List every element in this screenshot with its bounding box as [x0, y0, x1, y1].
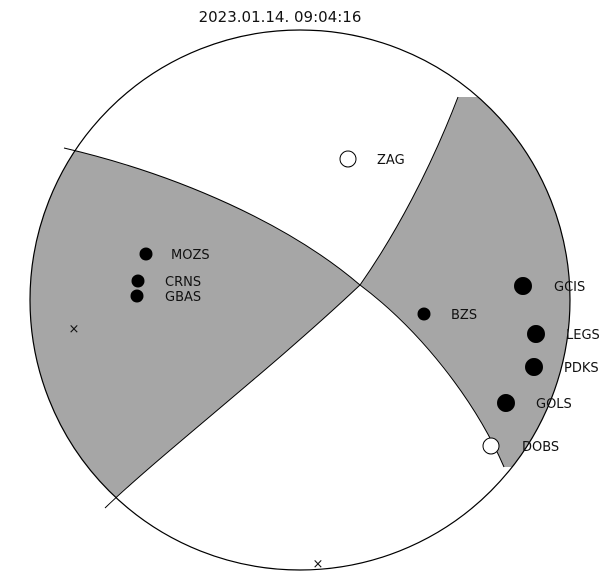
station-label-pdks: PDKS: [564, 361, 599, 376]
station-marker-gols: [497, 394, 515, 412]
station-bzs: BZS: [417, 307, 477, 323]
station-marker-legs: [527, 325, 545, 343]
station-label-mozs: MOZS: [171, 248, 210, 263]
station-label-gbas: GBAS: [165, 290, 201, 305]
station-marker-gbas: [130, 289, 144, 303]
station-label-gcis: GCIS: [554, 280, 585, 295]
station-crns: CRNS: [131, 274, 201, 290]
compression-quadrant-west: [30, 148, 360, 508]
plot-title: 2023.01.14. 09:04:16: [198, 8, 362, 26]
station-label-zag: ZAG: [377, 153, 405, 168]
station-zag: ZAG: [339, 150, 405, 168]
station-label-legs: LEGS: [566, 328, 600, 343]
t-axis-marker: ×: [313, 557, 324, 572]
station-gcis: GCIS: [514, 277, 585, 295]
station-gbas: GBAS: [130, 289, 201, 305]
station-marker-gcis: [514, 277, 532, 295]
station-marker-zag: [339, 150, 357, 168]
stereonet-outline: [29, 29, 571, 571]
station-marker-pdks: [525, 358, 543, 376]
station-dobs: DOBS: [482, 437, 559, 455]
station-marker-bzs: [417, 307, 431, 321]
nodal-plane-2: [104, 96, 459, 509]
axis-markers: × ×: [69, 322, 324, 572]
nodal-plane-1: [63, 147, 505, 468]
station-marker-dobs: [482, 437, 500, 455]
station-label-crns: CRNS: [165, 275, 201, 290]
station-legs: LEGS: [527, 325, 600, 343]
station-gols: GOLS: [497, 394, 572, 412]
p-axis-marker: ×: [69, 322, 80, 337]
station-label-gols: GOLS: [536, 397, 572, 412]
station-mozs: MOZS: [139, 247, 210, 263]
station-label-bzs: BZS: [451, 308, 477, 323]
station-marker-crns: [131, 274, 145, 288]
station-label-dobs: DOBS: [522, 440, 559, 455]
station-pdks: PDKS: [525, 358, 599, 376]
stereonet: [29, 29, 571, 571]
station-marker-mozs: [139, 247, 153, 261]
